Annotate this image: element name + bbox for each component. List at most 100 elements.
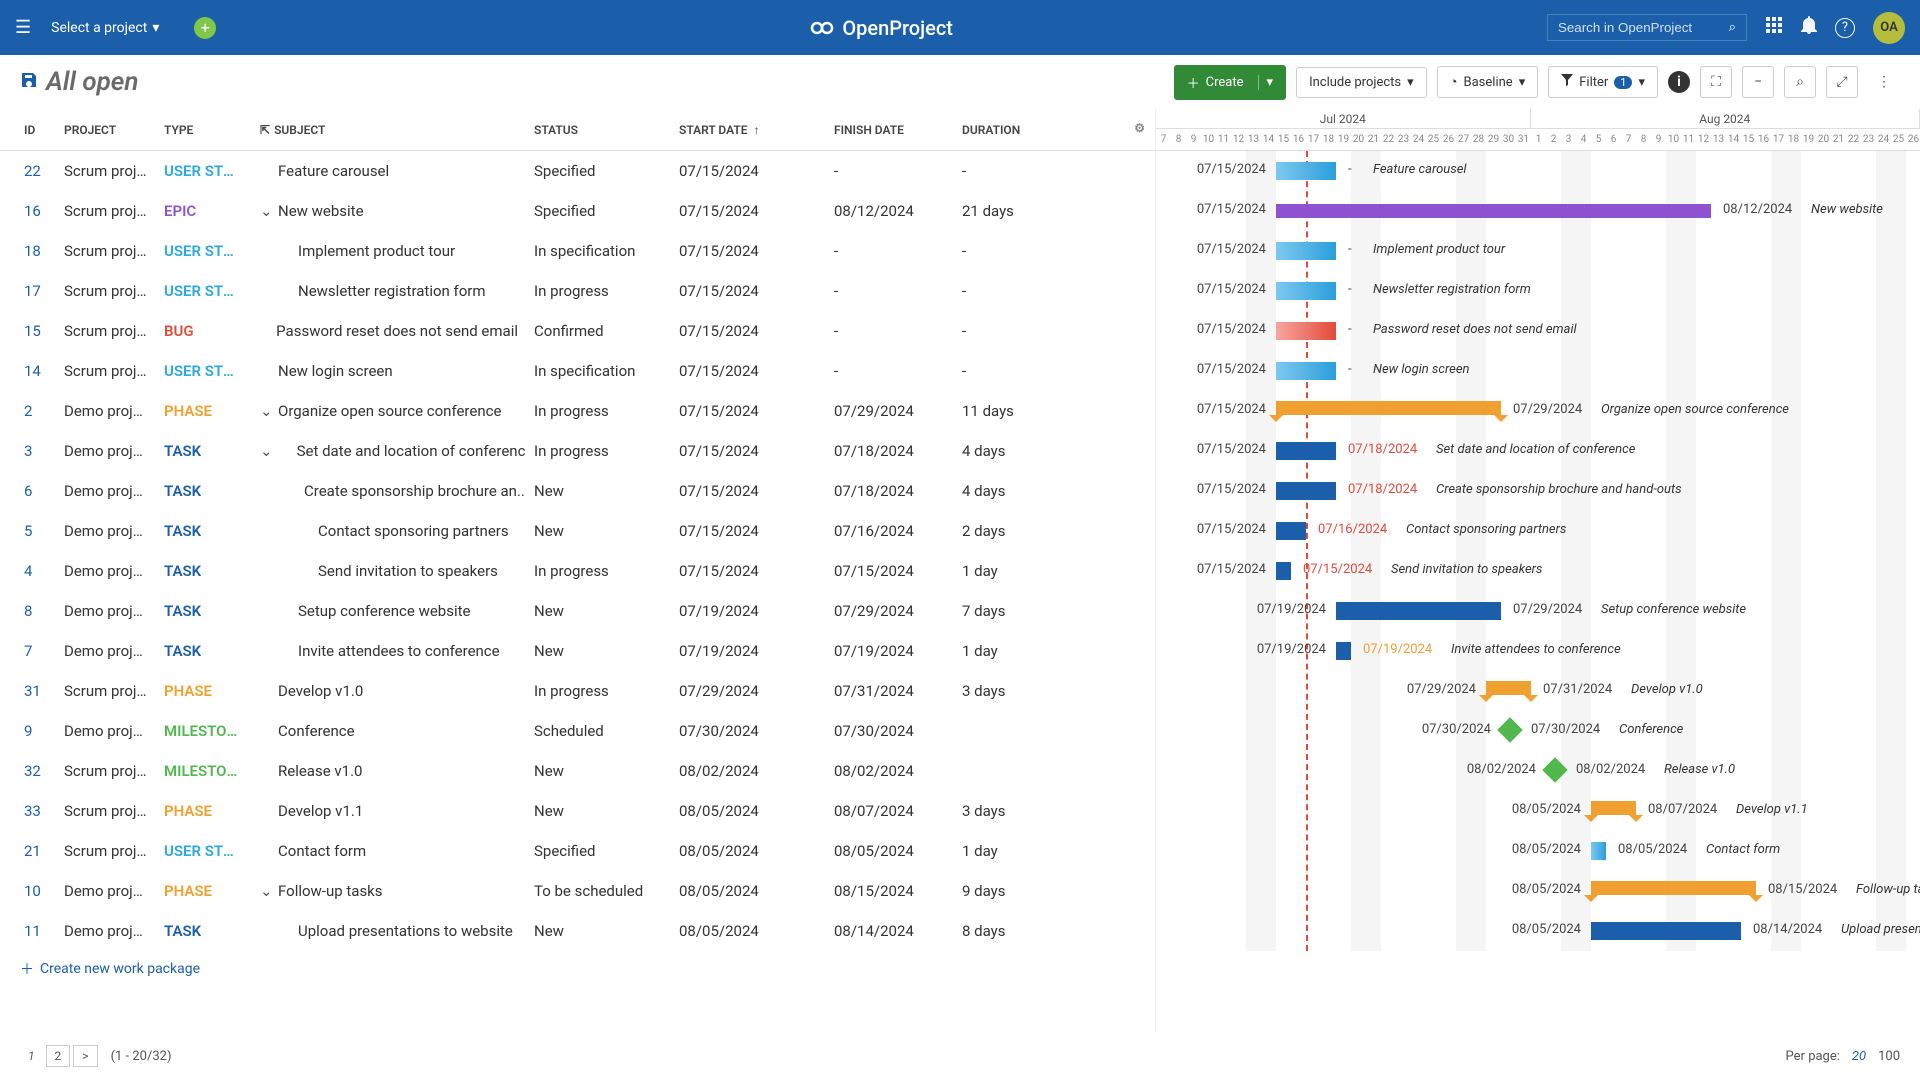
gantt-bar[interactable] <box>1336 642 1351 660</box>
table-row[interactable]: 2Demo projectPHASE⌄Organize open source … <box>0 391 1155 431</box>
col-status[interactable]: STATUS <box>526 123 671 137</box>
table-row[interactable]: 32Scrum projectMILESTONERelease v1.0New0… <box>0 751 1155 791</box>
search-icon[interactable]: ⌕ <box>1729 20 1736 35</box>
table-row[interactable]: 7Demo projectTASKInvite attendees to con… <box>0 631 1155 671</box>
project-selector[interactable]: Select a project ▾ <box>51 20 159 36</box>
table-row[interactable]: 3Demo projectTASK⌄Set date and location … <box>0 431 1155 471</box>
gantt-milestone[interactable] <box>1497 717 1522 742</box>
cell-id[interactable]: 33 <box>0 802 56 820</box>
table-row[interactable]: 14Scrum projectUSER STORYNew login scree… <box>0 351 1155 391</box>
table-row[interactable]: 33Scrum projectPHASEDevelop v1.1New08/05… <box>0 791 1155 831</box>
table-row[interactable]: 5Demo projectTASKContact sponsoring part… <box>0 511 1155 551</box>
gantt-bar[interactable] <box>1276 401 1501 415</box>
table-row[interactable]: 4Demo projectTASKSend invitation to spea… <box>0 551 1155 591</box>
cell-id[interactable]: 11 <box>0 922 56 940</box>
gantt-bar[interactable] <box>1276 204 1711 218</box>
gantt-bar[interactable] <box>1276 362 1336 380</box>
table-row[interactable]: 22Scrum projectUSER STORYFeature carouse… <box>0 151 1155 191</box>
page-next[interactable]: > <box>73 1045 97 1067</box>
gantt-bar[interactable] <box>1336 602 1501 620</box>
zoom-out-icon[interactable]: − <box>1742 66 1774 98</box>
table-row[interactable]: 18Scrum projectUSER STORYImplement produ… <box>0 231 1155 271</box>
cell-id[interactable]: 17 <box>0 282 56 300</box>
gantt-bar[interactable] <box>1591 842 1606 860</box>
table-row[interactable]: 21Scrum projectUSER STORYContact formSpe… <box>0 831 1155 871</box>
create-button[interactable]: ＋ Create ▾ <box>1174 65 1286 100</box>
table-row[interactable]: 10Demo projectPHASE⌄Follow-up tasksTo be… <box>0 871 1155 911</box>
page-2[interactable]: 2 <box>46 1045 71 1067</box>
col-type[interactable]: TYPE <box>156 123 252 137</box>
help-icon[interactable]: ? <box>1835 18 1855 38</box>
avatar[interactable]: OA <box>1873 12 1905 44</box>
cell-id[interactable]: 6 <box>0 482 56 500</box>
create-new-button[interactable]: ＋ Create new work package <box>0 951 1155 987</box>
search-input[interactable]: ⌕ <box>1547 14 1747 41</box>
cell-id[interactable]: 21 <box>0 842 56 860</box>
cell-id[interactable]: 14 <box>0 362 56 380</box>
cell-id[interactable]: 15 <box>0 322 56 340</box>
zen-icon[interactable]: ⤢ <box>1826 66 1858 98</box>
gantt-bar[interactable] <box>1276 482 1336 500</box>
cell-id[interactable]: 10 <box>0 882 56 900</box>
cell-id[interactable]: 4 <box>0 562 56 580</box>
quick-add-button[interactable]: + <box>194 17 216 39</box>
cell-id[interactable]: 7 <box>0 642 56 660</box>
table-row[interactable]: 31Scrum projectPHASEDevelop v1.0In progr… <box>0 671 1155 711</box>
gantt-bar[interactable] <box>1276 442 1336 460</box>
cell-id[interactable]: 22 <box>0 162 56 180</box>
save-icon[interactable] <box>20 71 38 93</box>
modules-icon[interactable] <box>1765 16 1783 39</box>
cell-id[interactable]: 31 <box>0 682 56 700</box>
info-icon[interactable]: i <box>1668 71 1690 93</box>
gantt-bar[interactable] <box>1591 881 1756 895</box>
gantt-milestone[interactable] <box>1542 757 1567 782</box>
table-row[interactable]: 17Scrum projectUSER STORYNewsletter regi… <box>0 271 1155 311</box>
chevron-down-icon[interactable]: ▾ <box>1258 75 1274 90</box>
include-projects-button[interactable]: Include projects ▾ <box>1296 67 1427 98</box>
cell-id[interactable]: 18 <box>0 242 56 260</box>
col-start[interactable]: START DATE↑ <box>671 123 826 137</box>
cell-id[interactable]: 5 <box>0 522 56 540</box>
table-row[interactable]: 9Demo projectMILESTONEConferenceSchedule… <box>0 711 1155 751</box>
table-row[interactable]: 8Demo projectTASKSetup conference websit… <box>0 591 1155 631</box>
gantt-bar[interactable] <box>1276 562 1291 580</box>
col-id[interactable]: ID <box>0 123 56 137</box>
cell-type: USER STORY <box>156 242 252 260</box>
menu-icon[interactable]: ☰ <box>15 17 31 38</box>
gantt-bar[interactable] <box>1276 322 1336 340</box>
cell-id[interactable]: 9 <box>0 722 56 740</box>
cell-id[interactable]: 8 <box>0 602 56 620</box>
gantt-bar[interactable] <box>1486 681 1531 695</box>
col-duration[interactable]: DURATION <box>954 123 1054 137</box>
table-row[interactable]: 16Scrum projectEPIC⌄New websiteSpecified… <box>0 191 1155 231</box>
cell-subject: Password reset does not send email <box>252 322 526 340</box>
gantt-bar[interactable] <box>1591 801 1636 815</box>
col-finish[interactable]: FINISH DATE <box>826 123 954 137</box>
bell-icon[interactable] <box>1801 16 1817 39</box>
zoom-in-icon[interactable]: ⌕ <box>1784 66 1816 98</box>
gantt-bar[interactable] <box>1591 922 1741 940</box>
gantt-bar[interactable] <box>1276 162 1336 180</box>
gantt-day: 18 <box>1786 129 1801 151</box>
col-subject[interactable]: ⇱SUBJECT <box>252 123 526 137</box>
cell-id[interactable]: 3 <box>0 442 56 460</box>
gantt-bar[interactable] <box>1276 522 1306 540</box>
per-page-100[interactable]: 100 <box>1878 1049 1900 1064</box>
filter-button[interactable]: Filter 1 ▾ <box>1548 66 1658 98</box>
cell-id[interactable]: 2 <box>0 402 56 420</box>
fullscreen-icon[interactable]: ⛶ <box>1700 66 1732 98</box>
table-row[interactable]: 6Demo projectTASKCreate sponsorship broc… <box>0 471 1155 511</box>
more-icon[interactable]: ⋮ <box>1868 66 1900 98</box>
table-row[interactable]: 15Scrum projectBUGPassword reset does no… <box>0 311 1155 351</box>
search-field[interactable] <box>1558 20 1718 35</box>
table-row[interactable]: 11Demo projectTASKUpload presentations t… <box>0 911 1155 951</box>
cell-id[interactable]: 16 <box>0 202 56 220</box>
cell-id[interactable]: 32 <box>0 762 56 780</box>
gantt-day: 26 <box>1441 129 1456 151</box>
gantt-bar[interactable] <box>1276 242 1336 260</box>
col-project[interactable]: PROJECT <box>56 123 156 137</box>
baseline-button[interactable]: ◔ Baseline ▾ <box>1437 66 1539 98</box>
per-page-20[interactable]: 20 <box>1852 1049 1866 1064</box>
gantt-bar[interactable] <box>1276 282 1336 300</box>
gear-icon[interactable]: ⚙ <box>1134 121 1145 135</box>
